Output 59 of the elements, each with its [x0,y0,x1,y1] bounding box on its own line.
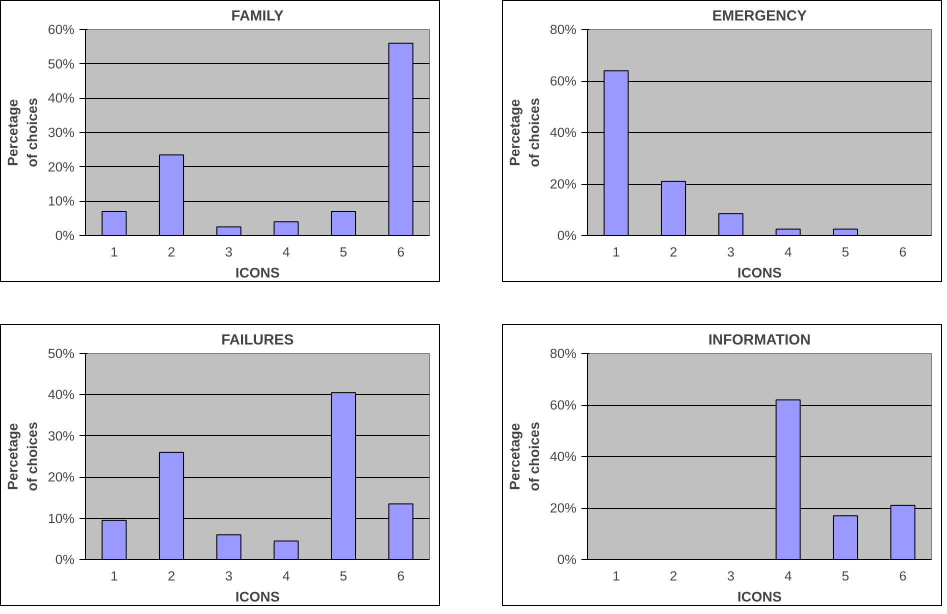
y-tick-label: 0% [557,552,577,567]
x-tick-label: 1 [612,568,620,584]
x-tick-label: 6 [397,244,405,260]
y-axis-title: Percetage of choices [506,98,542,168]
y-tick-label: 40% [550,125,577,140]
y-tick-label: 80% [550,346,577,361]
y-tick-label: 60% [550,398,577,412]
x-tick-label: 5 [842,568,850,584]
y-tick-label: 10% [48,510,75,526]
x-tick-label: 1 [612,244,620,260]
y-tick-label: 80% [550,22,577,37]
y-tick-label: 0% [557,228,577,243]
x-tick-label: 4 [282,244,290,260]
y-tick-label: 40% [48,387,75,402]
x-tick-label: 4 [784,244,792,260]
y-axis-title: Percetage of choices [4,98,40,168]
y-tick-label: 10% [48,194,75,209]
y-tick-label: 50% [48,56,75,72]
x-tick-label: 4 [282,568,290,584]
y-tick-label: 20% [550,176,577,192]
x-tick-label: 3 [225,244,233,260]
chart-title: EMERGENCY [712,8,807,24]
y-tick-label: 50% [48,346,75,361]
y-axis-title: Percetage of choices [4,422,40,492]
x-tick-label: 2 [670,244,678,260]
x-tick-label: 6 [397,568,405,584]
x-tick-label: 5 [842,244,850,260]
y-tick-label: 60% [550,74,577,88]
x-tick-label: 5 [340,568,348,584]
x-tick-label: 1 [110,568,118,584]
x-tick-label: 6 [899,568,907,584]
x-axis-title: ICONS [235,588,280,604]
y-tick-label: 30% [48,428,75,444]
chart-title: FAILURES [221,332,294,348]
y-tick-label: 20% [550,500,577,516]
y-tick-label: 60% [48,22,75,37]
x-tick-label: 3 [727,568,735,584]
y-tick-label: 0% [55,552,75,567]
y-tick-label: 40% [48,90,75,106]
x-tick-label: 3 [727,244,735,260]
y-tick-label: 40% [550,449,577,464]
chart-title: INFORMATION [708,332,811,348]
y-tick-label: 20% [48,470,75,485]
x-tick-label: 2 [670,568,678,584]
x-tick-label: 3 [225,568,233,584]
x-axis-title: ICONS [235,264,280,280]
y-tick-label: 20% [48,159,75,174]
x-tick-label: 1 [110,244,118,260]
y-tick-label: 30% [48,125,75,140]
x-tick-label: 2 [168,244,176,260]
y-axis-title: Percetage of choices [506,422,542,492]
x-tick-label: 2 [168,568,176,584]
x-axis-title: ICONS [737,264,782,280]
x-tick-label: 5 [340,244,348,260]
y-tick-label: 0% [55,228,75,243]
x-tick-label: 6 [899,244,907,260]
x-tick-label: 4 [784,568,792,584]
chart-title: FAMILY [231,8,284,24]
x-axis-title: ICONS [737,588,782,604]
